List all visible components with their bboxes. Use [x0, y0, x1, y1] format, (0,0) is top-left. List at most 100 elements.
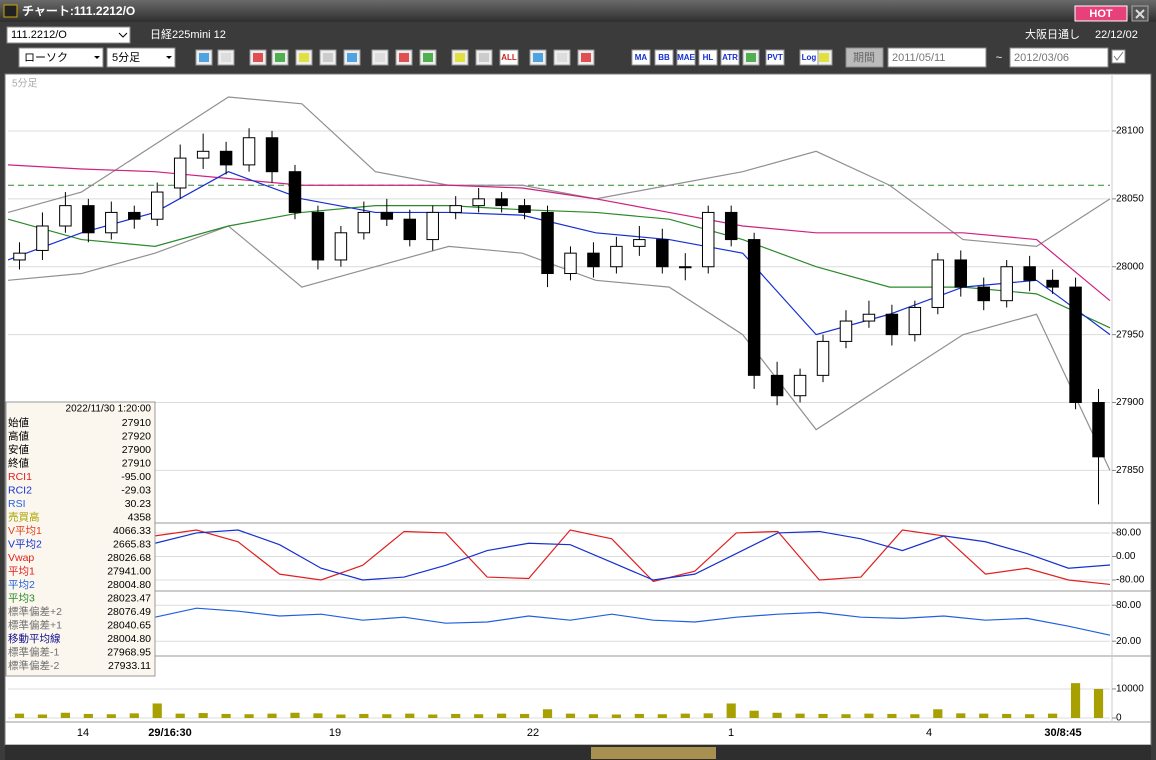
- info-value: 27900: [122, 444, 151, 456]
- volume-bar: [313, 713, 323, 718]
- toolbar-icon[interactable]: [654, 49, 674, 66]
- toolbar-icon[interactable]: [631, 49, 651, 66]
- info-value: 28004.80: [107, 579, 151, 591]
- toolbar-icon-glyph: [347, 53, 357, 62]
- volume-bar: [657, 714, 667, 718]
- toolbar-icon-label[interactable]: PVT: [767, 53, 783, 62]
- info-label: 高値: [8, 429, 29, 442]
- app-icon: [3, 4, 18, 18]
- info-value: 28076.49: [107, 606, 151, 618]
- code-input[interactable]: [6, 26, 131, 44]
- indicator-line: [7, 96, 1111, 247]
- candle-body: [495, 198, 508, 207]
- toolbar-icon-label[interactable]: ALL: [501, 53, 517, 62]
- volume-bar: [841, 714, 851, 718]
- volume-bar: [382, 714, 392, 718]
- volume-bar: [405, 713, 415, 718]
- interval-text[interactable]: 5分足: [112, 51, 140, 64]
- rci-line: [154, 529, 1111, 581]
- toolbar-icon-label[interactable]: BB: [658, 53, 670, 62]
- volume-bar: [818, 713, 828, 718]
- info-label: 平均3: [8, 592, 35, 604]
- candle-body: [610, 245, 623, 268]
- to-date[interactable]: 2012/03/06: [1014, 52, 1069, 64]
- info-label: RSI: [8, 498, 26, 510]
- volume-bar: [428, 714, 438, 718]
- scroll-thumb[interactable]: [591, 747, 716, 759]
- from-input[interactable]: [887, 47, 987, 68]
- toolbar-icon[interactable]: [698, 49, 718, 66]
- candle-body: [656, 239, 669, 268]
- volume-bar: [795, 713, 805, 718]
- candle-body: [564, 252, 577, 275]
- toolbar-icon-glyph: [423, 53, 433, 62]
- info-value: 30.23: [125, 498, 151, 510]
- candle-body: [816, 340, 830, 376]
- style-select[interactable]: [18, 47, 104, 68]
- toolbar-icon[interactable]: [799, 49, 819, 66]
- toolbar-icon[interactable]: [720, 49, 740, 66]
- candle-body: [82, 205, 95, 234]
- interval-select[interactable]: [106, 47, 176, 68]
- toolbar-icon-glyph: [399, 53, 409, 62]
- volume-bar: [152, 703, 162, 718]
- info-label: 標準偏差+2: [8, 605, 62, 618]
- x-tick-label: 14: [77, 727, 89, 739]
- volume-bar: [1070, 683, 1081, 718]
- info-label: RCI2: [8, 484, 32, 496]
- info-label: V平均2: [8, 538, 42, 550]
- to-input[interactable]: [1009, 47, 1109, 68]
- info-panel: [5, 401, 156, 677]
- info-label: 始値: [8, 416, 29, 429]
- candle-body: [265, 137, 279, 173]
- toolbar-icon-label[interactable]: MAE: [677, 53, 695, 62]
- y-tick-label: 28050: [1116, 193, 1144, 204]
- period-label[interactable]: 期間: [853, 51, 875, 64]
- candle-body: [449, 205, 462, 213]
- toolbar-icon-label[interactable]: MA: [635, 53, 648, 62]
- volume-bar: [565, 713, 576, 718]
- toolbar-icon[interactable]: [765, 49, 785, 66]
- toolbar-icon-glyph: [275, 53, 285, 62]
- toolbar-icon-label[interactable]: Log: [802, 53, 817, 62]
- info-value: 28004.80: [107, 633, 151, 645]
- toolbar-icon-label[interactable]: ATR: [722, 53, 738, 62]
- info-label: 平均2: [8, 579, 35, 591]
- x-tick-label: 19: [329, 727, 341, 739]
- candle-body: [885, 313, 899, 336]
- volume-bar: [14, 713, 25, 718]
- rsi-line: [154, 607, 1111, 636]
- candle-body: [793, 374, 807, 397]
- toolbar-icon[interactable]: [676, 49, 696, 66]
- volume-bar: [979, 713, 989, 718]
- volume-bar: [359, 713, 369, 718]
- hot-button[interactable]: [1074, 5, 1128, 22]
- info-value: 27933.11: [108, 660, 151, 672]
- candle-body: [977, 286, 990, 302]
- info-value: 27920: [122, 430, 151, 442]
- candle-body: [380, 211, 394, 220]
- toolbar-icon-label[interactable]: HL: [703, 53, 714, 62]
- candle-body: [587, 252, 600, 268]
- volume-bar: [726, 703, 736, 718]
- candle-body: [931, 259, 945, 308]
- from-date[interactable]: 2011/05/11: [892, 52, 945, 64]
- toolbar-icon-glyph: [375, 53, 385, 62]
- hot-label[interactable]: HOT: [1089, 8, 1113, 20]
- candle-body: [1023, 266, 1036, 281]
- code-text[interactable]: 111.2212/O: [11, 29, 67, 41]
- toolbar-icon[interactable]: [499, 49, 519, 66]
- period-button[interactable]: [845, 47, 884, 68]
- candle-body: [311, 211, 325, 261]
- y-tick-label: 20.00: [1116, 636, 1141, 647]
- style-text[interactable]: ローソク: [24, 51, 68, 64]
- volume-bar: [749, 710, 759, 718]
- toolbar-icon-glyph: [253, 53, 263, 62]
- candle-body: [13, 252, 26, 261]
- info-label: 平均1: [8, 565, 35, 577]
- volume-bar: [175, 713, 185, 718]
- info-value: 28040.65: [107, 619, 151, 631]
- toolbar-icon-glyph: [221, 53, 231, 62]
- volume-bar: [611, 714, 621, 718]
